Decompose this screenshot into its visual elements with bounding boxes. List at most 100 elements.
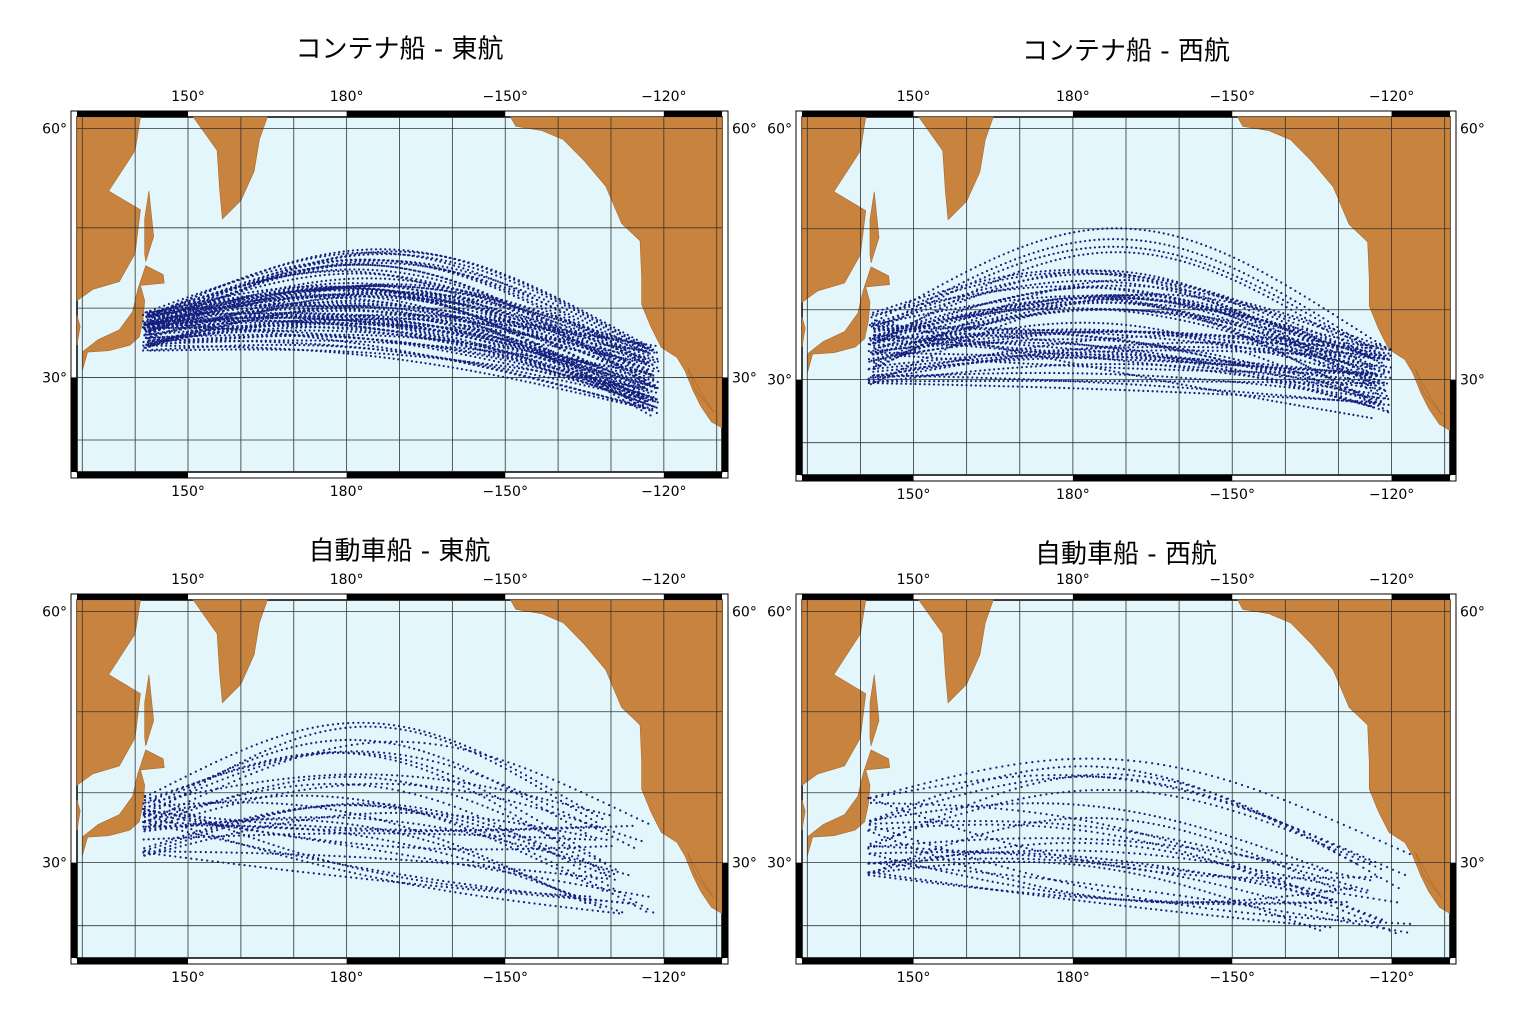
track-point (203, 309, 206, 312)
track-point (550, 312, 553, 315)
track-point (328, 312, 331, 315)
track-point (320, 317, 323, 321)
track-point (186, 296, 189, 299)
track-point (301, 312, 304, 315)
track-point (282, 330, 285, 333)
track-point (378, 321, 381, 324)
track-point (469, 340, 472, 343)
track-point (507, 368, 510, 371)
track-point (581, 368, 584, 372)
track-point (497, 360, 500, 364)
track-point (257, 292, 260, 295)
track-point (203, 291, 207, 294)
track-point (549, 352, 553, 355)
track-point (345, 330, 348, 333)
track-point (629, 358, 632, 361)
track-point (332, 321, 336, 324)
track-point (568, 344, 571, 348)
track-point (438, 364, 441, 367)
track-point (463, 292, 466, 295)
track-point (463, 316, 466, 319)
track-point (427, 287, 430, 290)
track-point (314, 312, 318, 315)
track-point (545, 295, 548, 298)
track-point (591, 346, 595, 349)
track-point (521, 296, 524, 299)
track-point (227, 298, 231, 301)
track-point (484, 315, 487, 318)
track-point (350, 259, 353, 262)
track-point (434, 302, 437, 306)
track-point (416, 255, 419, 258)
track-point (615, 347, 618, 350)
track-point (363, 331, 366, 334)
track-point (329, 293, 332, 296)
track-point (318, 301, 321, 304)
track-point (498, 345, 501, 349)
track-point (568, 306, 571, 309)
track-point (460, 352, 463, 356)
track-point (356, 249, 359, 252)
track-point (325, 293, 328, 297)
track-point (301, 297, 304, 300)
track-point (308, 310, 311, 313)
track-point (177, 331, 180, 334)
track-point (389, 306, 392, 310)
track-point (494, 339, 497, 343)
track-point (350, 297, 353, 300)
track-point (524, 380, 527, 383)
track-point (386, 317, 389, 321)
track-point (253, 278, 256, 281)
track-point (183, 344, 186, 348)
track-point (294, 329, 298, 332)
track-point (365, 248, 368, 251)
track-point (385, 306, 388, 309)
track-point (351, 282, 355, 285)
track-point (371, 263, 374, 267)
track-point (553, 311, 557, 315)
track-point (586, 314, 589, 317)
track-point (351, 252, 354, 255)
track-point (432, 347, 435, 350)
track-point (302, 317, 305, 320)
track-point (388, 293, 391, 296)
track-point (380, 306, 383, 309)
track-point (156, 314, 159, 317)
track-point (470, 278, 474, 281)
track-point (142, 344, 145, 347)
track-point (371, 253, 374, 256)
track-point (485, 309, 488, 313)
track-point (262, 295, 265, 298)
track-point (338, 289, 341, 292)
track-point (370, 248, 373, 251)
track-point (413, 298, 416, 302)
track-point (468, 293, 471, 296)
track-point (388, 277, 391, 281)
track-point (576, 355, 580, 358)
track-point (505, 350, 508, 354)
track-point (300, 342, 303, 345)
track-point (383, 251, 387, 255)
track-point (640, 409, 643, 412)
track-point (408, 308, 411, 311)
track-point (269, 311, 273, 315)
track-point (579, 369, 582, 372)
track-point (427, 346, 430, 350)
track-point (621, 346, 625, 349)
track-point (251, 290, 255, 293)
track-point (489, 277, 493, 280)
track-point (446, 312, 449, 316)
track-point (248, 279, 251, 282)
track-point (531, 289, 534, 292)
track-point (434, 259, 437, 262)
track-point (549, 343, 552, 346)
track-point (349, 330, 353, 333)
track-point (260, 293, 263, 297)
track-point (521, 331, 525, 334)
track-point (439, 260, 442, 263)
track-point (508, 279, 512, 282)
track-point (606, 398, 609, 401)
track-point (401, 325, 404, 328)
track-point (347, 249, 350, 253)
track-point (342, 263, 345, 267)
